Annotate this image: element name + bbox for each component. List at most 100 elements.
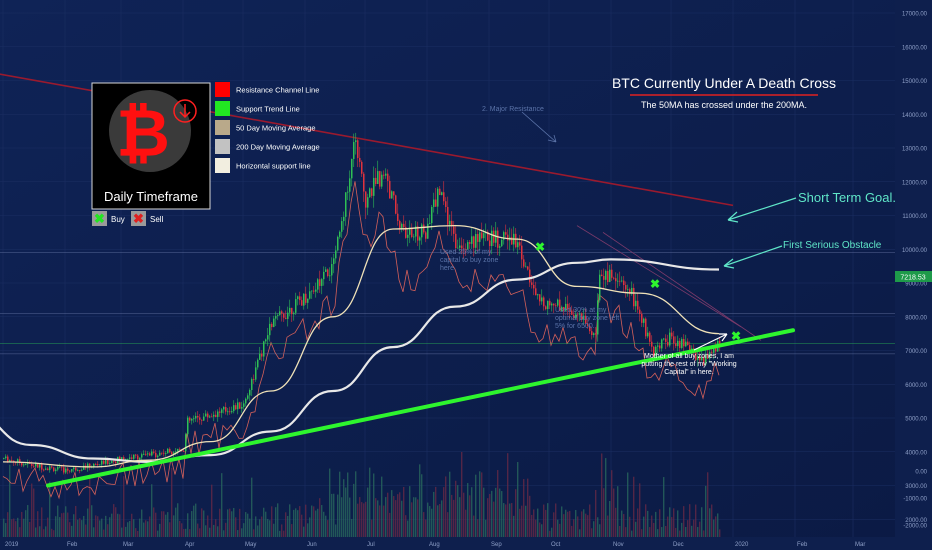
candle-body: [651, 341, 653, 347]
candle-body: [327, 269, 329, 277]
volume-bar: [509, 503, 511, 537]
volume-bar: [355, 471, 357, 537]
candle-body: [663, 338, 665, 340]
candle-body: [487, 231, 489, 241]
candle-body: [357, 140, 359, 158]
candle-body: [107, 459, 109, 465]
volume-bar: [57, 505, 59, 537]
volume-bar: [15, 521, 17, 537]
volume-bar: [281, 524, 283, 537]
volume-bar: [31, 483, 33, 537]
candle-body: [265, 339, 267, 342]
y-tick-label: 2000.00: [905, 518, 927, 524]
candle-body: [109, 463, 111, 465]
buy-zone-1-note: Used 25% of my capital to buy zone here.: [440, 249, 498, 272]
candle-body: [297, 296, 299, 300]
volume-bar: [583, 509, 585, 537]
volume-bar: [665, 525, 667, 537]
volume-bar: [269, 520, 271, 537]
volume-bar: [581, 511, 583, 537]
candle-body: [447, 206, 449, 225]
volume-bar: [91, 505, 93, 537]
volume-bar: [181, 523, 183, 537]
volume-bar: [137, 530, 139, 537]
sell-swatch: [131, 211, 146, 226]
y-tick-label: 10000.00: [902, 248, 928, 254]
volume-bar: [479, 471, 481, 537]
volume-bar: [157, 530, 159, 537]
volume-bar: [673, 508, 675, 537]
candle-body: [613, 277, 615, 279]
candle-body: [635, 300, 637, 307]
candle-body: [269, 323, 271, 336]
x-tick-label: Mar: [123, 542, 133, 548]
candle-body: [615, 278, 617, 282]
volume-bar: [203, 510, 205, 537]
ma50-line: [2, 224, 720, 468]
volume-bar: [409, 486, 411, 537]
candle-body: [469, 242, 471, 244]
candle-body: [489, 240, 491, 246]
volume-bar: [187, 513, 189, 537]
candle-body: [653, 346, 655, 356]
volume-bar: [405, 515, 407, 537]
candle-body: [195, 415, 197, 419]
candle-body: [459, 245, 461, 248]
volume-bar: [611, 470, 613, 537]
candle-body: [53, 467, 55, 472]
volume-bar: [449, 471, 451, 537]
candle-body: [21, 462, 23, 466]
candle-body: [57, 466, 59, 470]
candle-body: [5, 456, 7, 459]
candle-body: [365, 191, 367, 208]
candle-body: [321, 279, 323, 286]
candle-body: [257, 359, 259, 368]
volume-bar: [33, 488, 35, 537]
candle-body: [511, 237, 513, 245]
candle-body: [305, 293, 307, 303]
legend-label: 50 Day Moving Average: [236, 124, 316, 133]
candle-body: [309, 291, 311, 299]
volume-bar: [285, 512, 287, 537]
volume-bar: [213, 524, 215, 537]
candle-body: [453, 226, 455, 234]
volume-bar: [335, 524, 337, 537]
volume-bar: [677, 510, 679, 537]
sell-label: Sell: [150, 215, 164, 224]
candle-body: [135, 454, 137, 456]
candle-body: [539, 294, 541, 302]
candle-body: [349, 178, 351, 192]
candle-body: [531, 282, 533, 285]
volume-bar: [19, 527, 21, 537]
volume-bar: [345, 487, 347, 537]
volume-bar: [129, 520, 131, 537]
candle-body: [497, 230, 499, 248]
volume-bar: [623, 514, 625, 537]
volume-bar: [669, 507, 671, 537]
volume-bar: [419, 464, 421, 537]
candle-body: [105, 459, 107, 464]
volume-bar: [7, 512, 9, 537]
volume-bar: [61, 513, 63, 537]
volume-bar: [93, 527, 95, 537]
candle-body: [645, 318, 647, 337]
volume-bar: [373, 473, 375, 537]
volume-bar: [587, 515, 589, 537]
volume-bar: [413, 497, 415, 537]
candle-body: [87, 463, 89, 469]
volume-bar: [399, 492, 401, 537]
candle-body: [273, 318, 275, 328]
candle-body: [631, 287, 633, 295]
candle-body: [585, 315, 587, 324]
candle-body: [241, 407, 243, 409]
candle-body: [167, 448, 169, 454]
candle-body: [185, 434, 187, 452]
volume-bar: [393, 496, 395, 537]
volume-bar: [699, 521, 701, 537]
volume-bar: [481, 472, 483, 537]
candle-body: [67, 468, 69, 471]
volume-bar: [379, 505, 381, 537]
volume-bar: [703, 530, 705, 537]
volume-bar: [637, 508, 639, 537]
volume-bar: [51, 528, 53, 537]
